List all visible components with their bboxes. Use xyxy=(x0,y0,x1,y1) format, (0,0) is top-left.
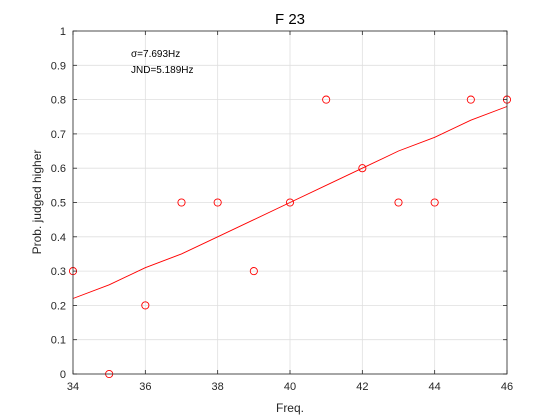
x-tick-label: 34 xyxy=(67,381,79,393)
data-point xyxy=(394,198,403,207)
y-tick-label: 0.1 xyxy=(51,335,66,347)
y-tick-label: 0.5 xyxy=(51,198,66,210)
data-point xyxy=(322,95,331,104)
y-tick-label: 0.4 xyxy=(51,232,66,244)
fit-curve xyxy=(72,106,508,299)
y-tick-label: 0.3 xyxy=(51,266,66,278)
y-tick-label: 1 xyxy=(60,26,66,38)
x-tick-label: 36 xyxy=(139,381,151,393)
fit-curve-layer xyxy=(72,106,508,299)
y-tick-label: 0.7 xyxy=(51,129,66,141)
data-point xyxy=(141,301,150,310)
x-axis-label: Freq. xyxy=(276,401,304,415)
x-tick-label: 38 xyxy=(212,381,224,393)
data-point xyxy=(466,95,475,104)
x-tick-label: 46 xyxy=(501,381,513,393)
x-tick-label: 42 xyxy=(356,381,368,393)
y-tick-label: 0.2 xyxy=(51,300,66,312)
y-tick-label: 0.9 xyxy=(51,60,66,72)
y-tick-label: 0 xyxy=(60,369,66,381)
data-point xyxy=(177,198,186,207)
annotation-jnd: JND=5.189Hz xyxy=(131,65,194,76)
data-point xyxy=(285,198,295,207)
x-tick-label: 44 xyxy=(429,381,441,393)
data-point xyxy=(358,164,367,173)
chart-title: F 23 xyxy=(275,11,305,28)
y-axis-label: Prob. judged higher xyxy=(30,150,44,255)
annotation-sigma: σ=7.693Hz xyxy=(131,49,180,60)
x-tick-label: 40 xyxy=(284,381,296,393)
data-point xyxy=(430,198,439,207)
ticks: 34 36 38 40 42 44 46 0 0.1 0.2 0.3 0.4 0.5 0.6 0.7 0.8 0… xyxy=(51,26,513,393)
y-tick-label: 0.6 xyxy=(51,163,66,175)
y-tick-label: 0.8 xyxy=(51,95,66,107)
data-point xyxy=(249,267,258,276)
data-point xyxy=(213,198,222,207)
